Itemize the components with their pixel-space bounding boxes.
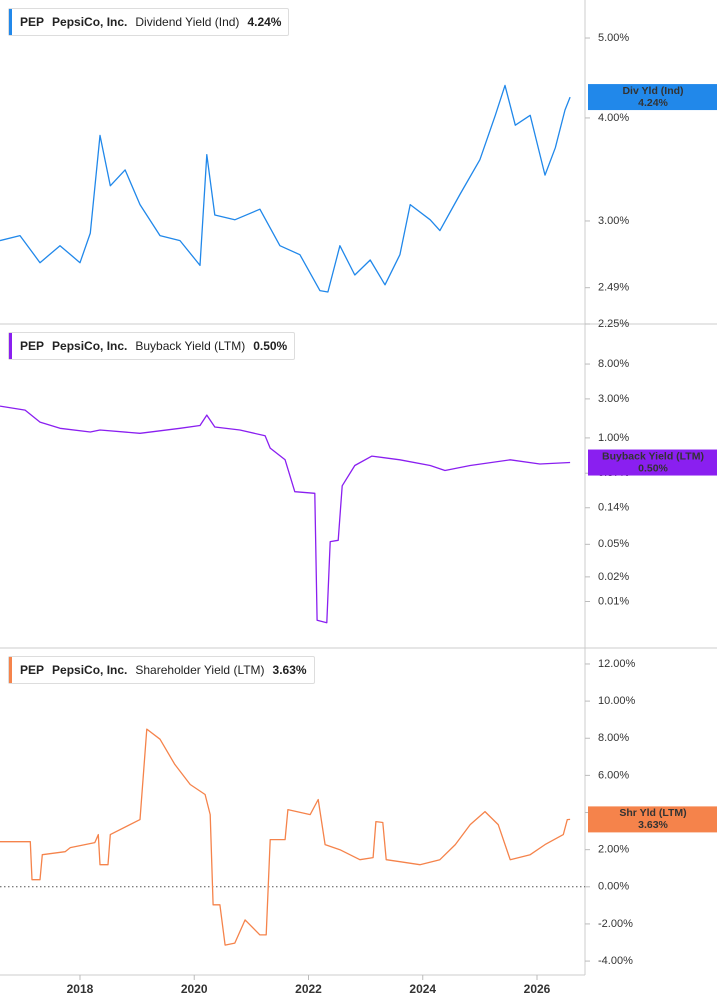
value-tag-name: Shr Yld (LTM) — [619, 807, 686, 819]
value-tag-value: 0.50% — [638, 462, 668, 474]
y-tick-label: 8.00% — [598, 358, 629, 370]
y-tick-label: 2.49% — [598, 282, 629, 294]
y-tick-label: 10.00% — [598, 695, 636, 707]
y-tick-label: 4.00% — [598, 112, 629, 124]
legend-company: PepsiCo, Inc. — [52, 15, 128, 29]
y-tick-label: -4.00% — [598, 955, 633, 967]
legend-ticker: PEP — [20, 339, 45, 353]
y-tick-label: 5.00% — [598, 32, 629, 44]
legend-color — [9, 9, 12, 35]
legend-value: 3.63% — [272, 663, 307, 677]
value-tag-name: Div Yld (Ind) — [622, 85, 683, 97]
y-tick-label: 0.01% — [598, 595, 629, 607]
y-tick-label: 6.00% — [598, 769, 629, 781]
legend-series: Buyback Yield (LTM) — [135, 339, 246, 353]
legend-ticker: PEP — [20, 663, 45, 677]
legend-color — [9, 333, 12, 359]
data-line — [0, 728, 571, 946]
y-tick-label: 0.05% — [598, 538, 629, 550]
y-tick-label: 3.00% — [598, 215, 629, 227]
legend: PEP PepsiCo, Inc. Dividend Yield (Ind) 4.24… — [8, 8, 290, 36]
legend-color — [9, 657, 12, 683]
x-tick-label: 2022 — [295, 982, 322, 996]
value-tag-value: 3.63% — [638, 819, 668, 831]
legend-series: Shareholder Yield (LTM) — [135, 663, 265, 677]
y-tick-label: 2.00% — [598, 844, 629, 856]
y-tick-label: 0.00% — [598, 881, 629, 893]
legend-value: 4.24% — [247, 15, 282, 29]
y-tick-label: 0.14% — [598, 502, 629, 514]
value-tag — [588, 84, 717, 111]
legend-series: Dividend Yield (Ind) — [135, 15, 240, 29]
data-line — [0, 84, 571, 293]
y-tick-label: 2.25% — [598, 318, 629, 330]
value-tag — [588, 449, 717, 476]
legend-company: PepsiCo, Inc. — [52, 663, 128, 677]
x-tick-label: 2026 — [524, 982, 551, 996]
legend-company: PepsiCo, Inc. — [52, 339, 128, 353]
x-tick-label: 2020 — [181, 982, 208, 996]
y-tick-label: 3.00% — [598, 393, 629, 405]
legend-ticker: PEP — [20, 15, 45, 29]
legend: PEP PepsiCo, Inc. Buyback Yield (LTM) 0.50% — [8, 332, 296, 360]
x-tick-label: 2024 — [409, 982, 436, 996]
y-tick-label: 0.02% — [598, 571, 629, 583]
y-tick-label: 1.00% — [598, 432, 629, 444]
legend: PEP PepsiCo, Inc. Shareholder Yield (LTM) 3… — [8, 656, 315, 684]
legend-value: 0.50% — [253, 339, 288, 353]
value-tag-name: Buyback Yield (LTM) — [602, 450, 704, 462]
y-tick-label: -2.00% — [598, 918, 633, 930]
y-tick-label: 12.00% — [598, 658, 636, 670]
x-tick-label: 2018 — [67, 982, 94, 996]
y-tick-label: 8.00% — [598, 732, 629, 744]
value-tag — [588, 806, 717, 833]
value-tag-value: 4.24% — [638, 97, 668, 109]
data-line — [0, 405, 571, 624]
